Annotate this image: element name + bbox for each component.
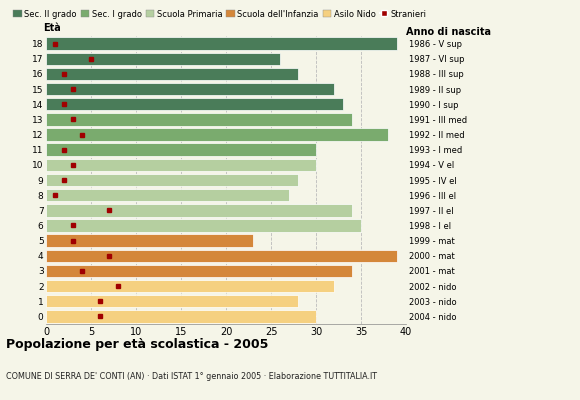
Bar xyxy=(46,295,298,308)
Bar xyxy=(46,144,316,156)
Bar xyxy=(46,280,334,292)
Bar xyxy=(46,174,298,186)
Bar xyxy=(46,204,352,216)
Legend: Sec. II grado, Sec. I grado, Scuola Primaria, Scuola dell'Infanzia, Asilo Nido, : Sec. II grado, Sec. I grado, Scuola Prim… xyxy=(10,6,430,22)
Bar xyxy=(46,83,334,95)
Bar xyxy=(46,68,298,80)
Bar xyxy=(46,189,289,201)
Bar xyxy=(46,98,343,110)
Text: COMUNE DI SERRA DE' CONTI (AN) · Dati ISTAT 1° gennaio 2005 · Elaborazione TUTTI: COMUNE DI SERRA DE' CONTI (AN) · Dati IS… xyxy=(6,372,377,381)
Text: Età: Età xyxy=(43,23,60,33)
Bar xyxy=(46,219,361,232)
Text: Popolazione per età scolastica - 2005: Popolazione per età scolastica - 2005 xyxy=(6,338,268,351)
Bar xyxy=(46,37,397,50)
Bar xyxy=(46,310,316,323)
Text: Anno di nascita: Anno di nascita xyxy=(406,27,491,37)
Bar xyxy=(46,234,253,247)
Bar xyxy=(46,52,280,65)
Bar xyxy=(46,113,352,126)
Bar xyxy=(46,250,397,262)
Bar xyxy=(46,128,388,141)
Bar xyxy=(46,159,316,171)
Bar xyxy=(46,265,352,277)
